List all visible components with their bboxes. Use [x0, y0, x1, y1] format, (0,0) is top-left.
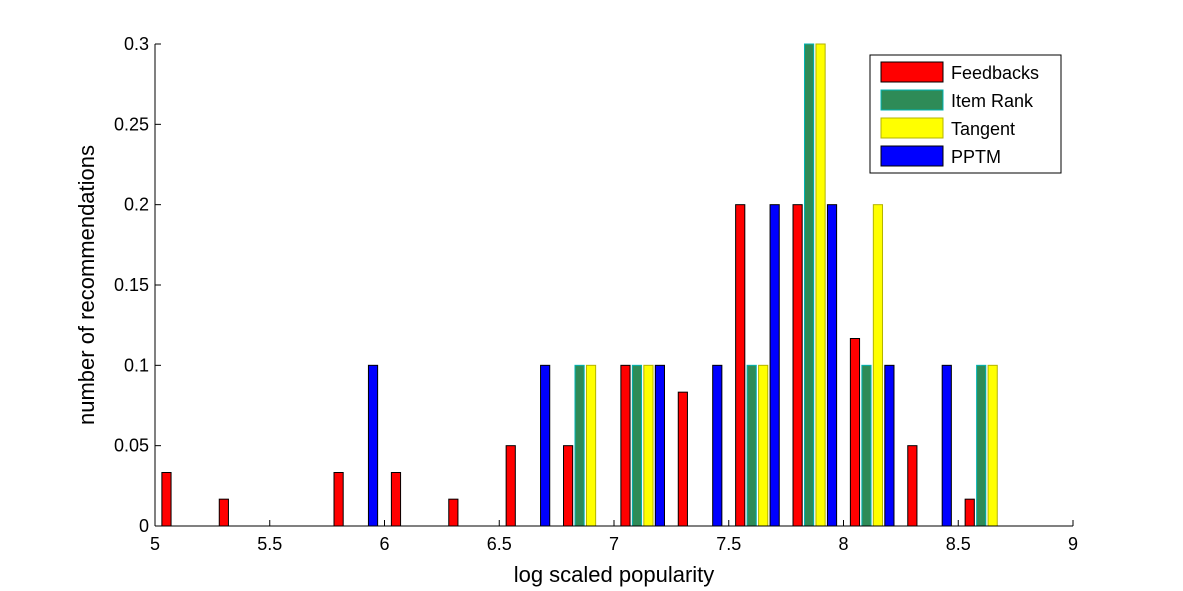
x-tick-label: 8: [838, 534, 848, 554]
bar-pptm-8: [654, 364, 665, 527]
bar-feedbacks-5: [448, 498, 459, 527]
ticks-group: 5 5.5 6 6.5 7 7.5 8 8.5 9 0 0.05 0.1 0.15 0.2 0.25 0.3: [114, 34, 1078, 554]
bar-feedbacks-13: [907, 445, 918, 527]
bar-item-rank-12: [861, 364, 872, 527]
bar-pptm-11: [826, 204, 838, 527]
bar-tangent-7: [585, 364, 597, 527]
legend: Feedbacks Item Rank Tangent PPTM: [869, 54, 1062, 174]
bar-tangent-10: [758, 364, 769, 527]
x-tick-label: 9: [1068, 534, 1078, 554]
bar-feedbacks-1: [218, 498, 229, 527]
x-tick-label: 5.5: [257, 534, 282, 554]
x-tick-label: 6.5: [487, 534, 512, 554]
legend-label-item-rank: Item Rank: [951, 91, 1034, 111]
bar-pptm-10: [769, 204, 780, 527]
bar-tangent-12: [872, 204, 884, 527]
y-tick-label: 0.3: [124, 34, 149, 54]
bar-feedbacks-12: [849, 338, 861, 527]
legend-swatch-feedbacks: [880, 61, 944, 83]
bar-pptm-6: [540, 364, 551, 527]
bar-feedbacks-11: [792, 204, 803, 527]
y-tick-label: 0.25: [114, 114, 149, 134]
y-tick-label: 0.2: [124, 195, 149, 215]
legend-label-pptm: PPTM: [951, 147, 1001, 167]
bar-feedbacks-7: [563, 445, 574, 527]
legend-swatch-tangent: [880, 117, 944, 139]
x-tick-label: 7.5: [716, 534, 741, 554]
bar-feedbacks-3: [333, 472, 344, 527]
bar-pptm-13: [941, 364, 952, 527]
bar-feedbacks-4: [390, 472, 402, 527]
bar-feedbacks-10: [735, 204, 746, 527]
bar-tangent-11: [815, 43, 826, 527]
y-tick-label: 0.1: [124, 355, 149, 375]
bar-pptm-12: [884, 364, 895, 527]
bar-tangent-14: [987, 364, 998, 527]
bar-feedbacks-8: [620, 364, 631, 527]
x-axis-title: log scaled popularity: [514, 562, 715, 587]
x-tick-label: 7: [609, 534, 619, 554]
legend-swatch-item-rank: [880, 89, 944, 111]
y-tick-label: 0: [139, 516, 149, 536]
bar-feedbacks-14: [964, 498, 975, 527]
legend-swatch-pptm: [880, 145, 944, 167]
y-axis-title: number of recommendations: [74, 145, 99, 425]
x-tick-label: 8.5: [946, 534, 971, 554]
bar-feedbacks-9: [677, 391, 688, 527]
legend-label-feedbacks: Feedbacks: [951, 63, 1039, 83]
legend-label-tangent: Tangent: [951, 119, 1015, 139]
bar-item-rank-14: [976, 364, 987, 527]
y-tick-label: 0.05: [114, 436, 149, 456]
bar-feedbacks-0: [161, 472, 172, 527]
bar-item-rank-8: [631, 364, 643, 527]
x-tick-label: 5: [150, 534, 160, 554]
bar-item-rank-11: [803, 43, 815, 527]
bar-pptm-9: [712, 364, 723, 527]
bar-feedbacks-6: [505, 445, 516, 527]
y-tick-label: 0.15: [114, 275, 149, 295]
bar-item-rank-7: [574, 364, 585, 527]
x-tick-label: 6: [379, 534, 389, 554]
bar-item-rank-10: [746, 364, 757, 527]
bar-tangent-8: [643, 364, 654, 527]
bar-pptm-3: [367, 364, 379, 527]
